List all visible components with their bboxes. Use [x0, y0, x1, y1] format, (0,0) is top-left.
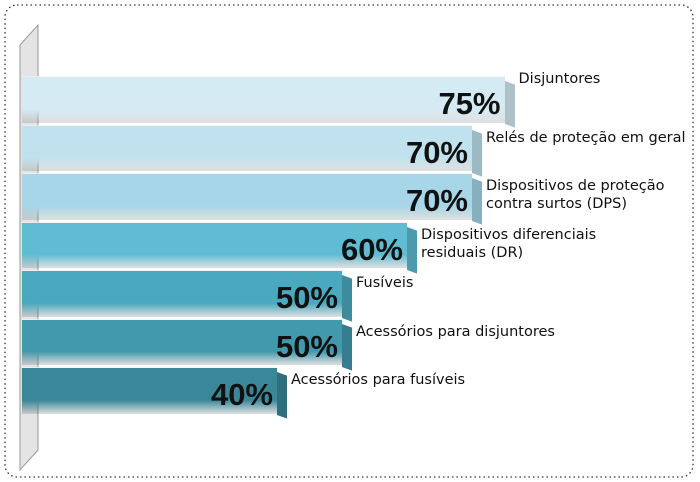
- bar-bevel: [472, 178, 482, 225]
- bar-bevel: [342, 275, 352, 322]
- value-label: 40%: [210, 377, 273, 412]
- category-label: Dispositivos diferenciais residuais (DR): [421, 226, 597, 261]
- bar-bevel: [342, 323, 352, 370]
- bar: [22, 318, 352, 370]
- bar: [22, 124, 482, 176]
- value-label: 70%: [405, 183, 468, 218]
- bar-bevel: [504, 81, 515, 128]
- category-label: Dispositivos de proteção contra surtos (…: [486, 178, 665, 212]
- bar: [22, 221, 417, 273]
- value-label: 60%: [340, 231, 403, 267]
- category-label: Disjuntores: [518, 71, 601, 87]
- bar: [22, 367, 287, 419]
- value-label: 70%: [405, 134, 468, 170]
- bar: [22, 173, 482, 225]
- bar-bevel: [472, 129, 482, 176]
- bar-bevel: [407, 226, 417, 273]
- bar: [22, 76, 515, 128]
- category-label: Fusíveis: [356, 275, 414, 291]
- dotted-border: [4, 4, 694, 478]
- category-label: Acessórios para fusíveis: [291, 372, 466, 388]
- bar-bevel: [277, 372, 287, 419]
- category-label: Relés de proteção em geral: [486, 129, 686, 146]
- bar: [22, 270, 352, 322]
- value-label: 50%: [275, 280, 338, 315]
- category-label: Acessórios para disjuntores: [356, 323, 555, 340]
- value-label: 50%: [275, 328, 338, 364]
- value-label: 75%: [438, 86, 501, 121]
